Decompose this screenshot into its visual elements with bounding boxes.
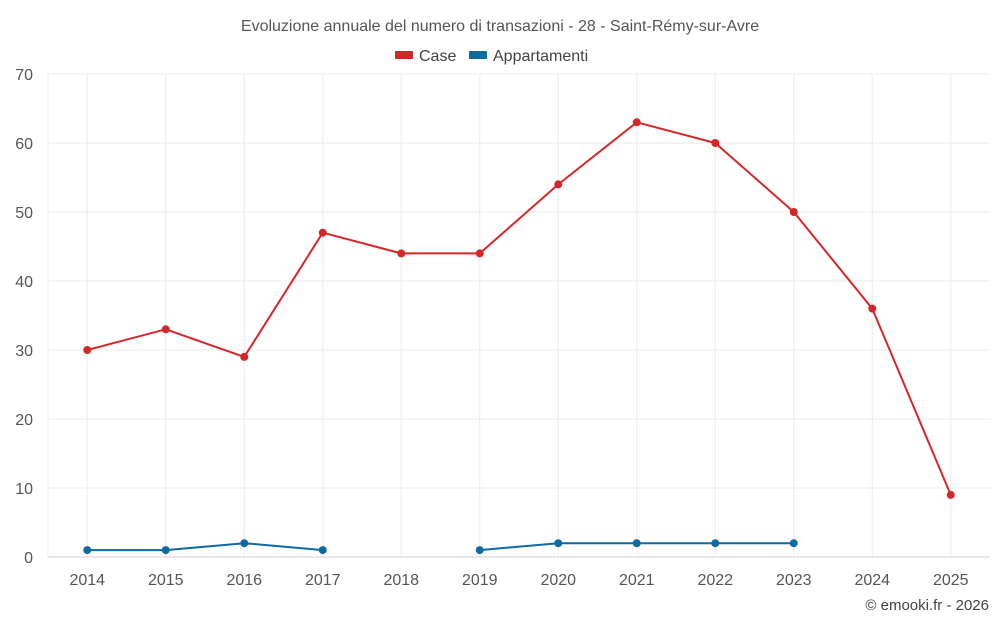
x-tick-label: 2017 [305, 572, 341, 589]
data-point[interactable] [632, 539, 641, 548]
x-tick-label: 2021 [619, 572, 655, 589]
legend-label-case: Case [419, 48, 456, 65]
series-line [86, 121, 952, 496]
x-tick-label: 2018 [383, 572, 419, 589]
y-tick-label: 40 [15, 274, 33, 291]
data-point[interactable] [397, 249, 406, 258]
y-tick-label: 20 [15, 412, 33, 429]
data-point[interactable] [554, 539, 563, 548]
legend-label-appartamenti: Appartamenti [493, 48, 588, 65]
x-tick-label: 2024 [854, 572, 890, 589]
data-point[interactable] [946, 490, 955, 499]
x-tick-label: 2015 [148, 572, 184, 589]
y-axis: 0 10 20 30 40 50 60 70 [15, 67, 49, 567]
series-line [87, 542, 323, 552]
data-point[interactable] [161, 325, 170, 334]
series [83, 118, 955, 555]
data-point[interactable] [240, 539, 249, 548]
x-tick-label: 2019 [462, 572, 498, 589]
x-tick-label: 2014 [69, 572, 105, 589]
y-tick-label: 0 [24, 550, 33, 567]
y-tick-label: 10 [15, 481, 33, 498]
x-tick-label: 2022 [697, 572, 733, 589]
data-point[interactable] [475, 546, 484, 555]
legend-swatch-appartamenti [469, 51, 487, 59]
y-tick-label: 30 [15, 343, 33, 360]
data-point[interactable] [240, 352, 249, 361]
x-tick-label: 2016 [226, 572, 262, 589]
data-point[interactable] [711, 139, 720, 147]
legend-item-case[interactable]: Case [395, 48, 456, 65]
data-point[interactable] [318, 546, 327, 555]
x-tick-label: 2025 [933, 572, 969, 589]
series-case [83, 118, 955, 499]
chart-title: Evoluzione annuale del numero di transaz… [241, 18, 759, 35]
y-tick-label: 60 [15, 136, 33, 153]
y-tick-label: 70 [15, 67, 33, 84]
x-tick-label: 2020 [540, 572, 576, 589]
legend-item-appartamenti[interactable]: Appartamenti [469, 48, 588, 65]
data-point[interactable] [475, 249, 484, 258]
gridlines [48, 73, 990, 558]
data-point[interactable] [789, 539, 798, 548]
data-point[interactable] [161, 546, 170, 555]
data-point[interactable] [83, 546, 92, 555]
series-appartamenti [83, 539, 798, 555]
credit-text: © emooki.fr - 2026 [865, 597, 989, 614]
data-point[interactable] [632, 118, 641, 127]
data-point[interactable] [711, 539, 720, 548]
legend: Case Appartamenti [395, 48, 588, 65]
data-point[interactable] [554, 180, 563, 189]
x-tick-label: 2023 [776, 572, 812, 589]
data-point[interactable] [318, 228, 327, 237]
data-point[interactable] [83, 346, 92, 354]
y-tick-label: 50 [15, 205, 33, 222]
data-point[interactable] [789, 208, 798, 216]
x-axis: 2014 2015 2016 2017 2018 2019 2020 2021 2022 2023… [48, 556, 990, 589]
legend-swatch-case [395, 51, 413, 59]
data-point[interactable] [868, 304, 877, 313]
